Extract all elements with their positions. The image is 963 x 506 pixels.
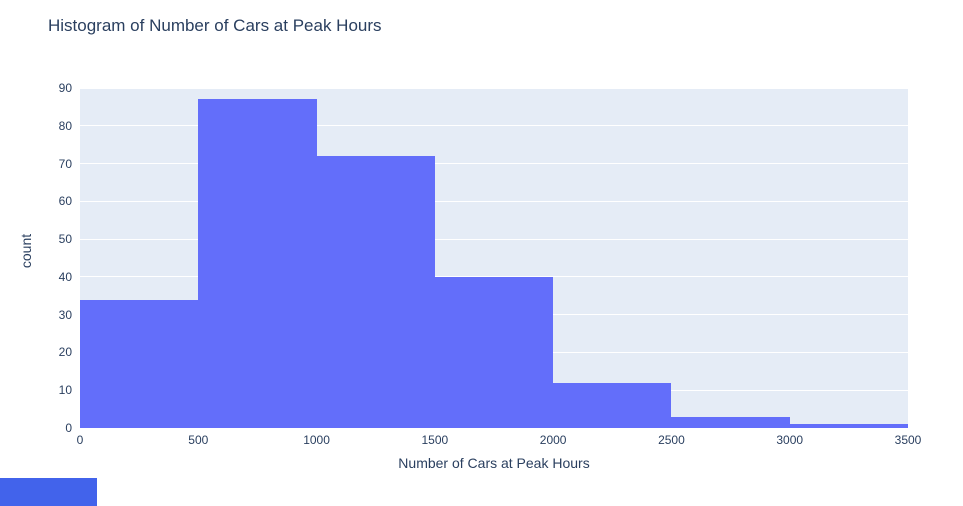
gridline-y-90 — [80, 87, 908, 89]
gridline-y-80 — [80, 125, 908, 127]
y-tick-label-30: 30 — [58, 307, 72, 322]
x-tick-label-2500: 2500 — [658, 433, 685, 447]
y-tick-label-50: 50 — [58, 232, 72, 247]
histogram-bar-1000-1500[interactable] — [316, 156, 435, 428]
histogram-bar-2500-3000[interactable] — [671, 416, 790, 428]
bottom-left-partial-button[interactable] — [0, 478, 97, 506]
y-tick-label-80: 80 — [58, 118, 72, 133]
x-tick-label-2000: 2000 — [539, 433, 567, 447]
histogram-bar-500-1000[interactable] — [198, 99, 317, 428]
gridline-y-70 — [80, 163, 908, 165]
x-axis-title: Number of Cars at Peak Hours — [398, 455, 590, 471]
y-tick-label-40: 40 — [58, 269, 72, 284]
y-tick-label-70: 70 — [58, 156, 72, 171]
gridline-y-40 — [80, 276, 908, 278]
gridline-y-60 — [80, 200, 908, 202]
histogram-bar-1500-2000[interactable] — [434, 276, 554, 428]
x-tick-label-0: 0 — [76, 433, 84, 447]
y-tick-label-60: 60 — [58, 194, 72, 209]
histogram-bar-2000-2500[interactable] — [553, 382, 672, 428]
gridline-y-50 — [80, 238, 908, 240]
histogram-bar-0-500[interactable] — [80, 299, 199, 428]
x-tick-label-1500: 1500 — [421, 433, 449, 447]
histogram-bar-3000-3500[interactable] — [789, 424, 908, 428]
y-tick-label-20: 20 — [58, 345, 72, 360]
gridline-y-0 — [80, 427, 908, 429]
y-axis-title: count — [18, 233, 34, 269]
chart-title: Histogram of Number of Cars at Peak Hour… — [48, 16, 382, 35]
plot-area — [80, 87, 908, 429]
x-tick-label-3500: 3500 — [894, 433, 922, 447]
x-tick-label-500: 500 — [188, 433, 209, 447]
x-tick-label-1000: 1000 — [303, 433, 330, 447]
x-tick-label-3000: 3000 — [776, 433, 804, 447]
y-tick-label-10: 10 — [58, 383, 72, 398]
y-tick-label-90: 90 — [58, 81, 72, 95]
y-tick-label-0: 0 — [65, 421, 72, 435]
